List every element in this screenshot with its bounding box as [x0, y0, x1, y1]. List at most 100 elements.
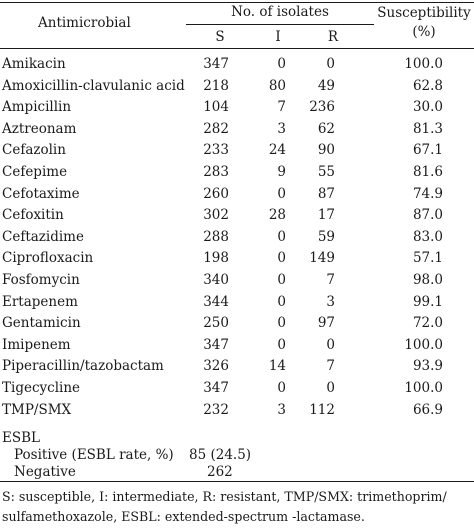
susceptible-count: 347	[203, 336, 229, 353]
resistant-count: 236	[309, 99, 335, 116]
resistant-count: 3	[326, 293, 335, 310]
antimicrobial-name: Gentamicin	[2, 315, 81, 332]
intermediate-count: 0	[277, 293, 286, 310]
susceptibility-percent: 30.0	[412, 99, 443, 116]
antimicrobial-name: Cefazolin	[2, 142, 66, 159]
resistant-count: 90	[317, 142, 335, 159]
susceptible-count: 282	[203, 120, 229, 137]
intermediate-count: 7	[277, 99, 286, 116]
susceptibility-percent: 74.9	[412, 185, 443, 202]
susceptible-count: 198	[203, 250, 229, 267]
resistant-count: 49	[317, 77, 335, 94]
intermediate-count: 80	[268, 77, 286, 94]
susceptibility-percent: 62.8	[412, 77, 443, 94]
resistant-count: 97	[317, 315, 335, 332]
resistant-count: 17	[317, 207, 335, 224]
antimicrobial-name: TMP/SMX	[2, 401, 72, 418]
intermediate-count: 9	[277, 164, 286, 180]
antimicrobial-name: Ciprofloxacin	[2, 250, 94, 267]
header-susceptibility-unit: (%)	[412, 24, 436, 40]
susceptibility-percent: 66.9	[412, 401, 443, 418]
susceptible-count: 340	[203, 272, 229, 288]
antimicrobial-name: Amikacin	[2, 56, 66, 72]
resistant-count: 149	[309, 250, 335, 267]
antimicrobial-name: Cefoxitin	[2, 207, 64, 224]
footnote-line-1: S: susceptible, I: intermediate, R: resi…	[2, 489, 447, 504]
resistant-count: 0	[326, 56, 335, 72]
header-no-of-isolates: No. of isolates	[231, 4, 329, 20]
resistant-count: 0	[326, 336, 335, 353]
resistant-count: 0	[326, 380, 335, 396]
intermediate-count: 0	[277, 250, 286, 267]
susceptible-count: 218	[203, 77, 229, 94]
intermediate-count: 3	[277, 401, 286, 418]
susceptible-count: 104	[203, 99, 229, 116]
header-antimicrobial: Antimicrobial	[38, 15, 131, 31]
susceptible-count: 347	[203, 56, 229, 72]
susceptible-count: 283	[203, 164, 229, 180]
esbl-negative-label: Negative	[14, 464, 76, 480]
intermediate-count: 0	[277, 185, 286, 202]
intermediate-count: 3	[277, 120, 286, 137]
antimicrobial-name: Cefotaxime	[2, 185, 80, 202]
antimicrobial-name: Fosfomycin	[2, 272, 80, 288]
esbl-negative-value: 262	[207, 464, 233, 480]
resistant-count: 7	[326, 358, 335, 375]
antimicrobial-name: Amoxicillin-clavulanic acid	[2, 77, 185, 94]
susceptibility-percent: 72.0	[412, 315, 443, 332]
antimicrobial-name: Cefepime	[2, 164, 68, 180]
top-rule	[0, 2, 474, 3]
susceptible-count: 344	[203, 293, 229, 310]
header-i: I	[275, 29, 281, 45]
header-s: S	[215, 29, 225, 45]
esbl-positive-label: Positive (ESBL rate, %)	[14, 447, 174, 463]
susceptibility-percent: 81.3	[412, 120, 443, 137]
susceptibility-percent: 100.0	[404, 56, 443, 72]
esbl-positive-value: 85 (24.5)	[189, 447, 252, 463]
resistant-count: 59	[317, 228, 335, 245]
susceptibility-percent: 100.0	[404, 380, 443, 396]
header-r: R	[327, 29, 339, 45]
resistant-count: 87	[317, 185, 335, 202]
antimicrobial-name: Aztreonam	[2, 120, 77, 137]
table-footnote: S: susceptible, I: intermediate, R: resi…	[2, 487, 474, 527]
antimicrobial-name: Tigecycline	[2, 380, 81, 396]
susceptible-count: 288	[203, 228, 229, 245]
resistant-count: 112	[309, 401, 335, 418]
susceptibility-percent: 67.1	[412, 142, 443, 159]
susceptible-count: 302	[203, 207, 229, 224]
susceptible-count: 233	[203, 142, 229, 159]
resistant-count: 7	[326, 272, 335, 288]
susceptibility-percent: 98.0	[412, 272, 443, 288]
table-bottom-rule	[0, 481, 474, 482]
intermediate-count: 0	[277, 336, 286, 353]
header-bottom-rule	[0, 48, 474, 49]
resistant-count: 62	[317, 120, 335, 137]
intermediate-count: 0	[277, 272, 286, 288]
susceptibility-percent: 99.1	[412, 293, 443, 310]
intermediate-count: 0	[277, 380, 286, 396]
antimicrobial-name: Ertapenem	[2, 293, 78, 310]
susceptibility-percent: 83.0	[412, 228, 443, 245]
susceptibility-percent: 100.0	[404, 336, 443, 353]
header-susceptibility: Susceptibility	[377, 5, 471, 21]
antimicrobial-name: Ampicillin	[2, 99, 72, 116]
susceptible-count: 250	[203, 315, 229, 332]
intermediate-count: 0	[277, 56, 286, 72]
susceptibility-percent: 87.0	[412, 207, 443, 224]
susceptibility-percent: 57.1	[412, 250, 443, 267]
resistant-count: 55	[317, 164, 335, 180]
intermediate-count: 0	[277, 315, 286, 332]
esbl-label: ESBL	[2, 430, 40, 446]
antimicrobial-name: Ceftazidime	[2, 228, 84, 245]
susceptibility-percent: 93.9	[412, 358, 443, 375]
susceptible-count: 347	[203, 380, 229, 396]
susceptible-count: 260	[203, 185, 229, 202]
susceptible-count: 232	[203, 401, 229, 418]
susceptibility-percent: 81.6	[412, 164, 443, 180]
susceptible-count: 326	[203, 358, 229, 375]
antimicrobial-name: Imipenem	[2, 336, 71, 353]
isolates-subrule	[186, 24, 374, 25]
antimicrobial-name: Piperacillin/tazobactam	[2, 358, 164, 375]
